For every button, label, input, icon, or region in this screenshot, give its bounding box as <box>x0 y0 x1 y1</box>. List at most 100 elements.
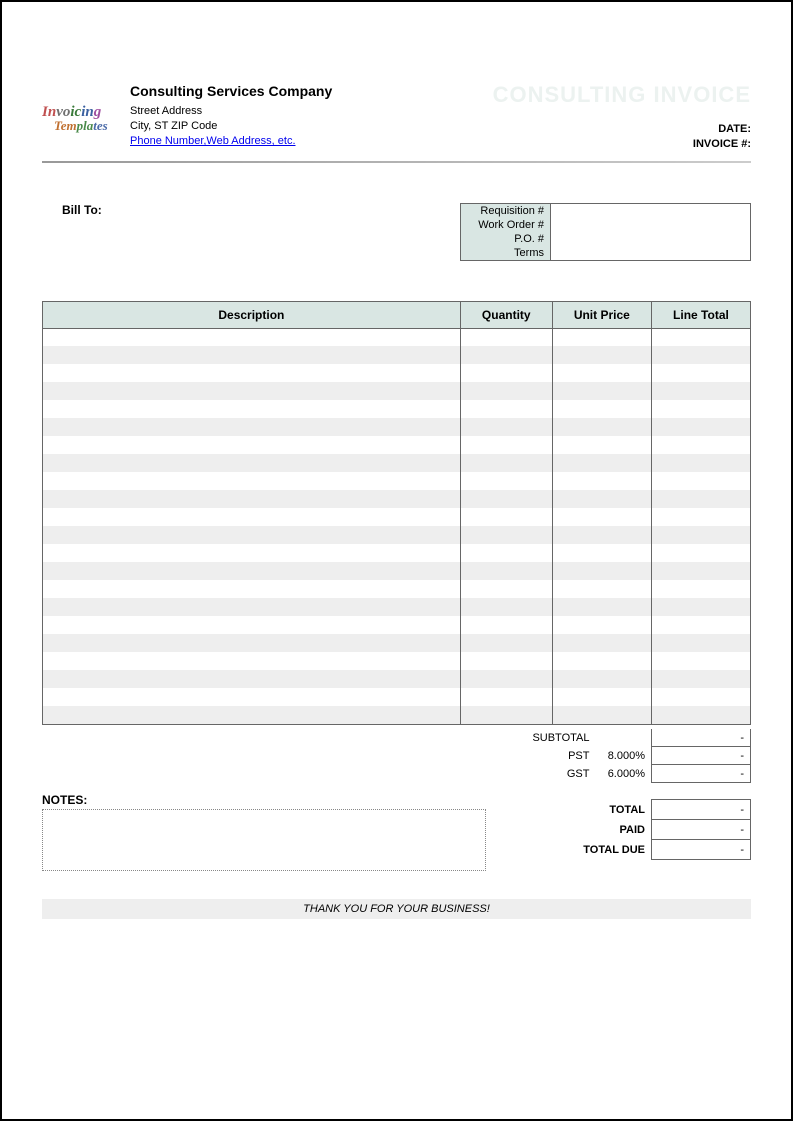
table-row <box>43 652 751 670</box>
item-cell[interactable] <box>460 508 552 526</box>
item-cell[interactable] <box>651 472 750 490</box>
item-cell[interactable] <box>651 652 750 670</box>
item-cell[interactable] <box>552 580 651 598</box>
item-cell[interactable] <box>651 436 750 454</box>
item-cell[interactable] <box>43 418 461 436</box>
item-cell[interactable] <box>651 400 750 418</box>
item-cell[interactable] <box>43 436 461 454</box>
item-cell[interactable] <box>651 454 750 472</box>
item-cell[interactable] <box>552 706 651 724</box>
item-cell[interactable] <box>651 580 750 598</box>
item-cell[interactable] <box>552 328 651 346</box>
item-cell[interactable] <box>552 346 651 364</box>
item-cell[interactable] <box>43 688 461 706</box>
item-cell[interactable] <box>43 454 461 472</box>
item-cell[interactable] <box>552 418 651 436</box>
item-cell[interactable] <box>43 616 461 634</box>
item-cell[interactable] <box>651 634 750 652</box>
item-cell[interactable] <box>460 418 552 436</box>
terms-value[interactable] <box>551 246 751 261</box>
item-cell[interactable] <box>460 670 552 688</box>
po-value[interactable] <box>551 232 751 246</box>
item-cell[interactable] <box>460 400 552 418</box>
item-cell[interactable] <box>651 616 750 634</box>
table-row <box>43 670 751 688</box>
item-cell[interactable] <box>460 688 552 706</box>
item-cell[interactable] <box>651 544 750 562</box>
item-cell[interactable] <box>460 490 552 508</box>
item-cell[interactable] <box>552 544 651 562</box>
item-cell[interactable] <box>552 616 651 634</box>
item-cell[interactable] <box>43 526 461 544</box>
item-cell[interactable] <box>43 490 461 508</box>
col-unit-price: Unit Price <box>552 301 651 328</box>
item-cell[interactable] <box>552 400 651 418</box>
item-cell[interactable] <box>460 364 552 382</box>
item-cell[interactable] <box>460 436 552 454</box>
item-cell[interactable] <box>43 544 461 562</box>
item-cell[interactable] <box>460 580 552 598</box>
item-cell[interactable] <box>460 346 552 364</box>
item-cell[interactable] <box>651 598 750 616</box>
item-cell[interactable] <box>460 652 552 670</box>
item-cell[interactable] <box>43 652 461 670</box>
item-cell[interactable] <box>43 670 461 688</box>
item-cell[interactable] <box>460 634 552 652</box>
item-cell[interactable] <box>651 670 750 688</box>
item-cell[interactable] <box>460 526 552 544</box>
item-cell[interactable] <box>460 454 552 472</box>
requisition-value[interactable] <box>551 203 751 218</box>
item-cell[interactable] <box>460 706 552 724</box>
item-cell[interactable] <box>460 328 552 346</box>
item-cell[interactable] <box>43 562 461 580</box>
item-cell[interactable] <box>43 472 461 490</box>
item-cell[interactable] <box>552 526 651 544</box>
item-cell[interactable] <box>552 670 651 688</box>
notes-input[interactable] <box>42 809 486 871</box>
item-cell[interactable] <box>552 364 651 382</box>
item-cell[interactable] <box>552 652 651 670</box>
item-cell[interactable] <box>651 328 750 346</box>
item-cell[interactable] <box>552 490 651 508</box>
table-row: Requisition # <box>461 203 751 218</box>
item-cell[interactable] <box>552 598 651 616</box>
item-cell[interactable] <box>651 688 750 706</box>
item-cell[interactable] <box>552 688 651 706</box>
date-label: DATE: <box>493 122 751 137</box>
item-cell[interactable] <box>651 346 750 364</box>
item-cell[interactable] <box>460 382 552 400</box>
work-order-value[interactable] <box>551 218 751 232</box>
item-cell[interactable] <box>552 454 651 472</box>
item-cell[interactable] <box>43 346 461 364</box>
item-cell[interactable] <box>43 598 461 616</box>
item-cell[interactable] <box>552 472 651 490</box>
item-cell[interactable] <box>651 490 750 508</box>
item-cell[interactable] <box>552 562 651 580</box>
item-cell[interactable] <box>552 382 651 400</box>
item-cell[interactable] <box>651 526 750 544</box>
item-cell[interactable] <box>43 382 461 400</box>
item-cell[interactable] <box>43 364 461 382</box>
item-cell[interactable] <box>43 706 461 724</box>
item-cell[interactable] <box>552 436 651 454</box>
item-cell[interactable] <box>43 400 461 418</box>
item-cell[interactable] <box>552 634 651 652</box>
company-city: City, ST ZIP Code <box>130 119 332 134</box>
item-cell[interactable] <box>460 598 552 616</box>
item-cell[interactable] <box>552 508 651 526</box>
item-cell[interactable] <box>651 364 750 382</box>
company-contact-link[interactable]: Phone Number,Web Address, etc. <box>130 135 296 147</box>
item-cell[interactable] <box>651 382 750 400</box>
item-cell[interactable] <box>460 616 552 634</box>
item-cell[interactable] <box>460 544 552 562</box>
item-cell[interactable] <box>43 328 461 346</box>
item-cell[interactable] <box>460 562 552 580</box>
item-cell[interactable] <box>43 580 461 598</box>
item-cell[interactable] <box>460 472 552 490</box>
item-cell[interactable] <box>43 634 461 652</box>
item-cell[interactable] <box>43 508 461 526</box>
item-cell[interactable] <box>651 418 750 436</box>
item-cell[interactable] <box>651 562 750 580</box>
item-cell[interactable] <box>651 508 750 526</box>
item-cell[interactable] <box>651 706 750 724</box>
